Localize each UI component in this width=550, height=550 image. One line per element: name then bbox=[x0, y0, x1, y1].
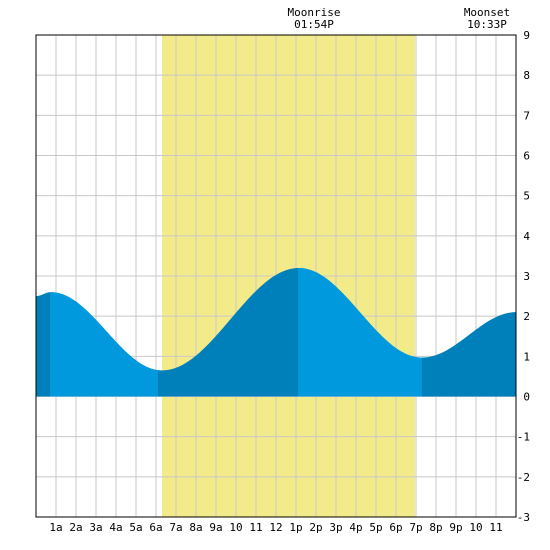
y-axis-ticks: -3 -2 -1 0 1 2 3 4 5 6 7 8 9 bbox=[517, 29, 531, 524]
x-tick-label: 8p bbox=[429, 521, 442, 534]
x-tick-label: 6a bbox=[149, 521, 162, 534]
x-tick-label: 10 bbox=[229, 521, 242, 534]
y-tick-label: 3 bbox=[523, 270, 530, 283]
x-tick-label: 1p bbox=[289, 521, 302, 534]
tide-segment bbox=[158, 267, 298, 397]
x-tick-label: 3p bbox=[329, 521, 342, 534]
x-tick-label: 7a bbox=[169, 521, 182, 534]
x-tick-label: 11 bbox=[249, 521, 262, 534]
tide-segment bbox=[50, 292, 158, 397]
tide-segment bbox=[298, 267, 422, 397]
x-tick-label: 12 bbox=[269, 521, 282, 534]
y-tick-label: -2 bbox=[517, 471, 530, 484]
moonrise-label: Moonrise bbox=[288, 6, 341, 19]
y-tick-label: 7 bbox=[523, 109, 530, 122]
x-tick-label: 11 bbox=[489, 521, 502, 534]
y-tick-label: 8 bbox=[523, 69, 530, 82]
moonset-label: Moonset bbox=[464, 6, 510, 19]
x-tick-label: 3a bbox=[89, 521, 102, 534]
y-tick-label: -3 bbox=[517, 511, 530, 524]
x-tick-label: 9a bbox=[209, 521, 222, 534]
x-tick-label: 7p bbox=[409, 521, 422, 534]
x-tick-label: 2a bbox=[69, 521, 82, 534]
y-tick-label: 2 bbox=[523, 310, 530, 323]
y-tick-label: -1 bbox=[517, 431, 530, 444]
x-tick-label: 2p bbox=[309, 521, 322, 534]
x-tick-label: 4p bbox=[349, 521, 362, 534]
x-tick-label: 5a bbox=[129, 521, 142, 534]
x-tick-label: 6p bbox=[389, 521, 402, 534]
y-tick-label: 6 bbox=[523, 150, 530, 163]
tide-segment bbox=[422, 312, 516, 397]
y-tick-label: 5 bbox=[523, 190, 530, 203]
x-tick-label: 9p bbox=[449, 521, 462, 534]
x-axis-ticks: 1a 2a 3a 4a 5a 6a 7a 8a 9a 10 11 12 1p 2p 3p 4p 5p 6p 7p 8p… bbox=[49, 521, 502, 534]
y-tick-label: 9 bbox=[523, 29, 530, 42]
tide-segment bbox=[36, 292, 50, 397]
plot-frame bbox=[35, 34, 517, 518]
moonrise-time: 01:54P bbox=[294, 18, 334, 31]
tide-area bbox=[36, 267, 516, 397]
y-tick-label: 4 bbox=[523, 230, 530, 243]
x-tick-label: 4a bbox=[109, 521, 122, 534]
x-tick-label: 10 bbox=[469, 521, 482, 534]
moonset-time: 10:33P bbox=[467, 18, 507, 31]
x-tick-label: 8a bbox=[189, 521, 202, 534]
y-tick-label: 1 bbox=[523, 350, 530, 363]
x-tick-label: 1a bbox=[49, 521, 62, 534]
y-tick-label: 0 bbox=[523, 391, 530, 404]
x-tick-label: 5p bbox=[369, 521, 382, 534]
